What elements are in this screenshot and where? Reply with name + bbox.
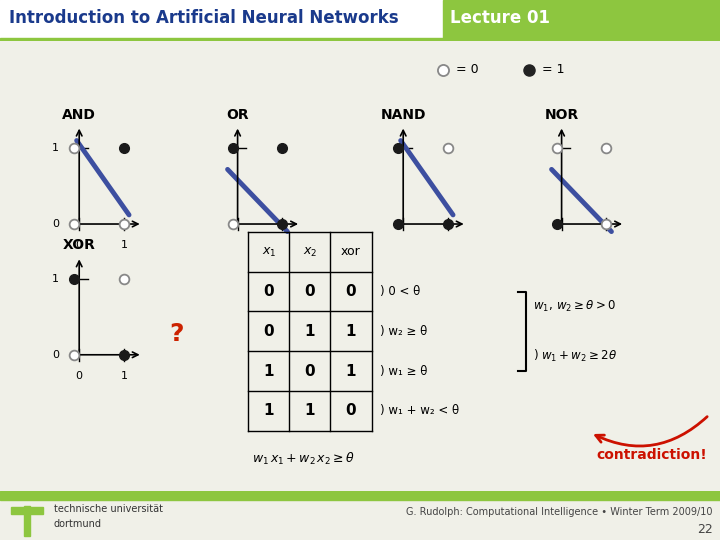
Text: 0: 0 (264, 284, 274, 299)
Text: $x_2$: $x_2$ (303, 245, 317, 259)
Text: ) $w_1 + w_2 \geq 2\theta$: ) $w_1 + w_2 \geq 2\theta$ (533, 348, 617, 364)
Bar (11, 507, 43, 514)
Text: 0: 0 (346, 403, 356, 418)
Text: Introduction to Artificial Neural Networks: Introduction to Artificial Neural Networ… (9, 9, 398, 27)
Bar (0, 491, 720, 500)
Bar (24, 506, 30, 536)
Text: OR: OR (226, 107, 249, 122)
Text: ) 0 < θ: ) 0 < θ (380, 285, 420, 298)
Text: AND: AND (62, 107, 96, 122)
Text: technische universität
dortmund: technische universität dortmund (54, 504, 163, 529)
Bar (443, 0, 720, 40)
Text: NOR: NOR (544, 107, 579, 122)
Text: ) w₁ ≥ θ: ) w₁ ≥ θ (380, 364, 428, 377)
Text: ) w₁ + w₂ < θ: ) w₁ + w₂ < θ (380, 404, 459, 417)
Text: Lecture 01: Lecture 01 (450, 9, 550, 27)
Bar (0, 38, 443, 40)
Text: 1: 1 (346, 324, 356, 339)
Text: ?: ? (169, 322, 184, 346)
Text: 1: 1 (120, 240, 127, 250)
Text: 1: 1 (305, 403, 315, 418)
Text: 0: 0 (305, 363, 315, 379)
Text: 0: 0 (264, 324, 274, 339)
Text: ) w₂ ≥ θ: ) w₂ ≥ θ (380, 325, 428, 338)
Text: 1: 1 (120, 370, 127, 381)
Text: 1: 1 (305, 324, 315, 339)
Text: 0: 0 (346, 284, 356, 299)
Text: = 1: = 1 (542, 63, 564, 76)
Text: contradiction!: contradiction! (596, 448, 707, 462)
Text: $w_1\,x_1 + w_2\,x_2 \geq \theta$: $w_1\,x_1 + w_2\,x_2 \geq \theta$ (252, 451, 355, 467)
Text: 0: 0 (305, 284, 315, 299)
Text: 1: 1 (264, 403, 274, 418)
Text: 0: 0 (52, 219, 59, 229)
Text: 1: 1 (264, 363, 274, 379)
Text: = 0: = 0 (456, 63, 478, 76)
Bar (0, 0, 443, 40)
Text: 0: 0 (52, 350, 59, 360)
Text: $x_1$: $x_1$ (261, 245, 276, 259)
Text: 0: 0 (76, 240, 83, 250)
Text: NAND: NAND (380, 107, 426, 122)
Text: xor: xor (341, 246, 361, 259)
Text: $w_1,\,w_2 \geq \theta > 0$: $w_1,\,w_2 \geq \theta > 0$ (533, 299, 616, 314)
Text: XOR: XOR (63, 239, 96, 252)
FancyArrowPatch shape (595, 417, 707, 446)
Text: 1: 1 (346, 363, 356, 379)
Text: 0: 0 (76, 370, 83, 381)
Text: 1: 1 (52, 274, 59, 284)
Text: G. Rudolph: Computational Intelligence • Winter Term 2009/10: G. Rudolph: Computational Intelligence •… (406, 507, 713, 517)
Text: 22: 22 (697, 523, 713, 536)
Text: 1: 1 (52, 143, 59, 153)
